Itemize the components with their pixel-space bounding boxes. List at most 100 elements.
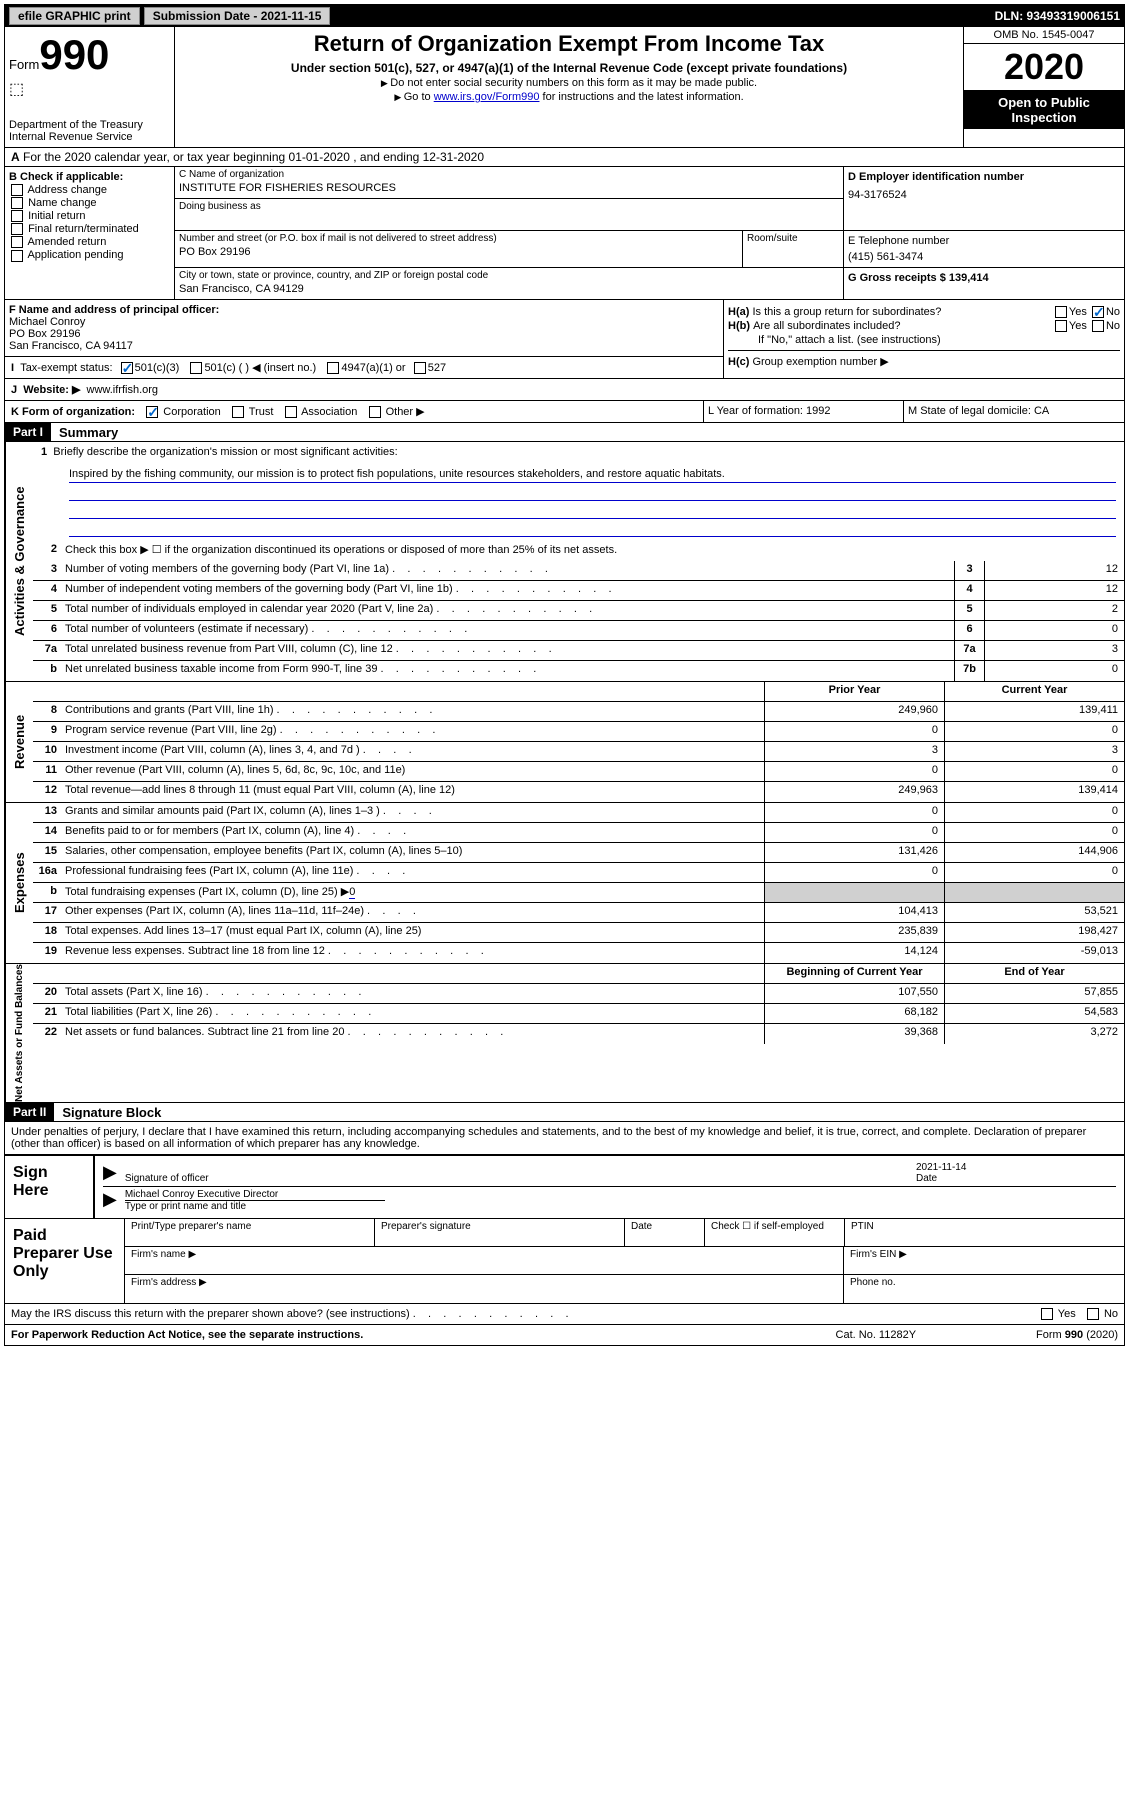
line13-text: Grants and similar amounts paid (Part IX…	[61, 803, 764, 822]
officer-addr2: San Francisco, CA 94117	[9, 340, 719, 352]
line19-curr: -59,013	[944, 943, 1124, 963]
hb-note: If "No," attach a list. (see instruction…	[728, 334, 1120, 346]
other-checkbox[interactable]	[369, 406, 381, 418]
state-domicile: M State of legal domicile: CA	[904, 401, 1124, 422]
preparer-name-label: Print/Type preparer's name	[125, 1219, 375, 1246]
form-title: Return of Organization Exempt From Incom…	[179, 31, 959, 57]
address-label: Number and street (or P.O. box if mail i…	[175, 231, 742, 246]
trust-checkbox[interactable]	[232, 406, 244, 418]
501c-checkbox[interactable]	[190, 362, 202, 374]
part1-title: Summary	[59, 425, 118, 440]
ha-no-checkbox[interactable]	[1092, 306, 1104, 318]
line10-curr: 3	[944, 742, 1124, 761]
line22-curr: 3,272	[944, 1024, 1124, 1044]
line18-curr: 198,427	[944, 923, 1124, 942]
line16a-text: Professional fundraising fees (Part IX, …	[61, 863, 764, 882]
firm-ein-label: Firm's EIN ▶	[844, 1247, 1124, 1274]
line15-curr: 144,906	[944, 843, 1124, 862]
application-pending-checkbox[interactable]: Application pending	[9, 249, 170, 261]
name-change-checkbox[interactable]: Name change	[9, 197, 170, 209]
officer-name-title: Michael Conroy Executive Director	[125, 1189, 385, 1201]
line6-text: Total number of volunteers (estimate if …	[61, 621, 954, 640]
firm-address-label: Firm's address ▶	[125, 1275, 844, 1303]
ptin-label: PTIN	[845, 1219, 1124, 1246]
instructions-note: Go to www.irs.gov/Form990 for instructio…	[179, 91, 959, 103]
line9-prior: 0	[764, 722, 944, 741]
address-value: PO Box 29196	[175, 246, 742, 262]
preparer-sig-label: Preparer's signature	[375, 1219, 625, 1246]
form-org-label: K Form of organization:	[11, 406, 135, 418]
room-label: Room/suite	[743, 231, 843, 246]
line14-text: Benefits paid to or for members (Part IX…	[61, 823, 764, 842]
gross-receipts: G Gross receipts $ 139,414	[844, 268, 1124, 299]
line16a-curr: 0	[944, 863, 1124, 882]
address-change-checkbox[interactable]: Address change	[9, 184, 170, 196]
website-row: J Website: ▶ www.ifrfish.org	[5, 379, 1124, 401]
initial-return-checkbox[interactable]: Initial return	[9, 210, 170, 222]
paperwork-notice: For Paperwork Reduction Act Notice, see …	[11, 1329, 836, 1341]
sign-date-label: Date	[916, 1173, 937, 1184]
line13-curr: 0	[944, 803, 1124, 822]
line5-text: Total number of individuals employed in …	[61, 601, 954, 620]
line5-value: 2	[984, 601, 1124, 620]
line21-text: Total liabilities (Part X, line 26)	[61, 1004, 764, 1023]
part2-title: Signature Block	[62, 1105, 161, 1120]
col-b-header: B Check if applicable:	[9, 171, 170, 183]
form-label: Form	[9, 57, 39, 72]
line3-value: 12	[984, 561, 1124, 580]
net-assets-tab: Net Assets or Fund Balances	[5, 964, 33, 1102]
hc-label: Group exemption number ▶	[752, 355, 888, 368]
final-return-checkbox[interactable]: Final return/terminated	[9, 223, 170, 235]
current-year-header: Current Year	[944, 682, 1124, 701]
submission-date-button[interactable]: Submission Date - 2021-11-15	[144, 7, 331, 25]
signature-label: Signature of officer	[125, 1173, 209, 1184]
line11-text: Other revenue (Part VIII, column (A), li…	[61, 762, 764, 781]
dba-label: Doing business as	[175, 199, 843, 214]
tax-year: 2020	[964, 44, 1124, 91]
line12-text: Total revenue—add lines 8 through 11 (mu…	[61, 782, 764, 802]
line9-curr: 0	[944, 722, 1124, 741]
line20-text: Total assets (Part X, line 16)	[61, 984, 764, 1003]
officer-name: Michael Conroy	[9, 316, 719, 328]
line15-prior: 131,426	[764, 843, 944, 862]
hb-yes-checkbox[interactable]	[1055, 320, 1067, 332]
line21-prior: 68,182	[764, 1004, 944, 1023]
line12-curr: 139,414	[944, 782, 1124, 802]
line22-prior: 39,368	[764, 1024, 944, 1044]
mission-text: Inspired by the fishing community, our m…	[69, 466, 1116, 483]
hb-no-checkbox[interactable]	[1092, 320, 1104, 332]
sign-here-label: Sign Here	[5, 1156, 95, 1218]
topbar: efile GRAPHIC print Submission Date - 20…	[5, 5, 1124, 27]
phone-label: Phone no.	[844, 1275, 1124, 1303]
irs-no-checkbox[interactable]	[1087, 1308, 1099, 1320]
line8-curr: 139,411	[944, 702, 1124, 721]
prior-year-header: Prior Year	[764, 682, 944, 701]
part1-header: Part I	[5, 423, 51, 441]
revenue-tab: Revenue	[5, 682, 33, 802]
line4-value: 12	[984, 581, 1124, 600]
telephone-value: (415) 561-3474	[848, 251, 1120, 263]
year-formation: L Year of formation: 1992	[704, 401, 904, 422]
4947-checkbox[interactable]	[327, 362, 339, 374]
ha-yes-checkbox[interactable]	[1055, 306, 1067, 318]
efile-print-button[interactable]: efile GRAPHIC print	[9, 7, 140, 25]
amended-return-checkbox[interactable]: Amended return	[9, 236, 170, 248]
firm-name-label: Firm's name ▶	[125, 1247, 844, 1274]
self-employed-check[interactable]: Check ☐ if self-employed	[705, 1219, 845, 1246]
instructions-link[interactable]: www.irs.gov/Form990	[434, 91, 540, 103]
tax-year-row: A For the 2020 calendar year, or tax yea…	[5, 148, 1124, 167]
org-name-label: C Name of organization	[175, 167, 843, 182]
501c3-checkbox[interactable]	[121, 362, 133, 374]
527-checkbox[interactable]	[414, 362, 426, 374]
association-checkbox[interactable]	[285, 406, 297, 418]
line20-curr: 57,855	[944, 984, 1124, 1003]
irs-yes-checkbox[interactable]	[1041, 1308, 1053, 1320]
line11-prior: 0	[764, 762, 944, 781]
corporation-checkbox[interactable]	[146, 406, 158, 418]
paid-preparer-label: Paid Preparer Use Only	[5, 1219, 125, 1303]
tax-status-label: Tax-exempt status:	[20, 362, 112, 374]
line17-curr: 53,521	[944, 903, 1124, 922]
line7b-value: 0	[984, 661, 1124, 681]
begin-year-header: Beginning of Current Year	[764, 964, 944, 983]
governance-tab: Activities & Governance	[5, 442, 33, 681]
